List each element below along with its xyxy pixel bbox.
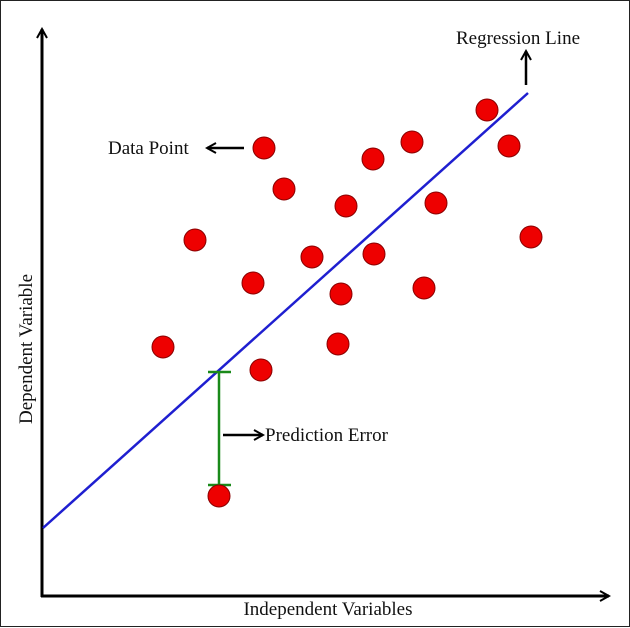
x-axis-label: Independent Variables (243, 599, 412, 620)
data-point (475, 98, 499, 122)
data-point (272, 177, 296, 201)
data-point-label: Data Point (108, 138, 189, 159)
regression-line (42, 92, 529, 529)
prediction-error-bar (208, 370, 231, 487)
data-point (362, 242, 386, 266)
data-point (252, 136, 276, 160)
data-point (183, 228, 207, 252)
data-point (424, 191, 448, 215)
data-point (400, 130, 424, 154)
data-point (326, 332, 350, 356)
data-point (497, 134, 521, 158)
y-axis-label: Dependent Variable (16, 274, 37, 424)
data-point (151, 335, 175, 359)
data-point (207, 484, 231, 508)
regression-line-label: Regression Line (456, 28, 580, 49)
data-point (361, 147, 385, 171)
data-point (241, 271, 265, 295)
data-point (412, 276, 436, 300)
data-points (151, 98, 543, 508)
data-point (300, 245, 324, 269)
data-point (519, 225, 543, 249)
data-point (249, 358, 273, 382)
data-point (329, 282, 353, 306)
prediction-error-label: Prediction Error (265, 425, 389, 446)
data-point (334, 194, 358, 218)
